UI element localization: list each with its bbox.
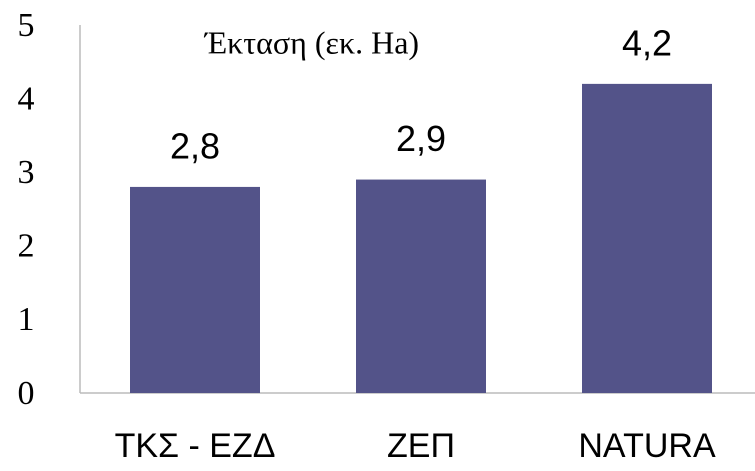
bar: [582, 83, 712, 393]
value-label: 2,8: [170, 125, 220, 166]
x-tick-label: ΖΕΠ: [387, 427, 455, 465]
bar: [356, 179, 486, 393]
y-tick-label: 5: [18, 7, 35, 44]
value-label: 2,9: [396, 118, 446, 159]
chart-title: Έκταση (εκ. Ha): [203, 24, 419, 60]
y-tick-label: 1: [18, 301, 35, 338]
value-label: 4,2: [622, 22, 672, 63]
x-tick-label: NATURA: [578, 427, 716, 465]
y-tick-label: 0: [18, 375, 35, 412]
y-tick-label: 2: [18, 228, 35, 265]
y-tick-label: 4: [18, 80, 35, 117]
x-tick-label: ΤΚΣ - ΕΖΔ: [115, 427, 276, 465]
bar: [130, 186, 260, 393]
y-tick-label: 3: [18, 154, 35, 191]
